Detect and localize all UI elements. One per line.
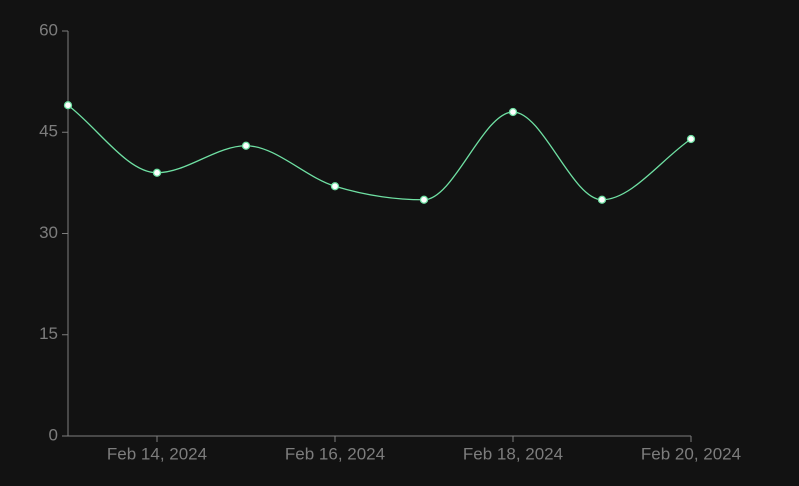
y-tick-label: 0 bbox=[49, 425, 58, 444]
x-tick-label: Feb 14, 2024 bbox=[107, 444, 207, 463]
y-tick-label: 60 bbox=[39, 20, 58, 39]
x-tick-label: Feb 18, 2024 bbox=[463, 444, 563, 463]
point bbox=[241, 141, 251, 150]
point bbox=[152, 168, 162, 177]
y-tick-label: 15 bbox=[39, 324, 58, 343]
x-tick-label: Feb 20, 2024 bbox=[641, 444, 741, 463]
point bbox=[419, 195, 429, 204]
point bbox=[330, 182, 340, 191]
point bbox=[63, 101, 73, 110]
point bbox=[508, 107, 518, 117]
y-tick-label: 45 bbox=[39, 122, 58, 141]
point bbox=[597, 195, 607, 204]
x-tick-label: Feb 16, 2024 bbox=[285, 444, 385, 463]
line bbox=[67, 104, 692, 201]
point bbox=[686, 134, 696, 144]
y-tick-label: 30 bbox=[39, 223, 58, 242]
